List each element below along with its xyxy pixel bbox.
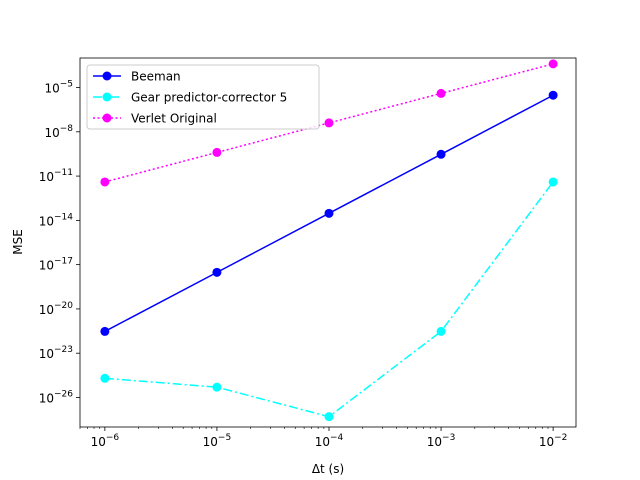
legend-label: Verlet Original [131,112,217,126]
data-point [548,59,558,69]
data-point [212,382,222,392]
legend-marker [102,71,112,81]
data-point [100,326,110,336]
data-point [100,177,110,187]
series-layer [100,59,558,422]
data-point [212,147,222,157]
y-tick-label: 10−11 [39,168,73,184]
y-tick-label: 10−17 [39,257,73,273]
legend: Beeman Gear predictor-corrector 5 Verlet O… [86,64,320,130]
x-tick-label: 10−3 [427,433,456,449]
series-line-2 [104,63,554,183]
y-tick-label: 10−20 [39,301,74,317]
ticks-layer: 10−6 10−5 10−4 10−3 10−2 10−26 10−23 10−20 10−17… [39,80,568,449]
legend-marker [102,113,112,123]
legend-label: Beeman [131,70,181,84]
x-tick-label: 10−4 [315,433,344,449]
plot-frame [79,57,577,428]
data-point [436,88,446,98]
y-tick-label: 10−26 [39,389,74,405]
y-tick-label: 10−8 [44,124,73,140]
data-point [212,267,222,277]
y-tick-label: 10−14 [39,212,74,228]
y-axis-label: MSE [11,229,25,255]
x-tick-label: 10−5 [203,433,232,449]
data-point [324,208,334,218]
data-point [324,118,334,128]
y-tick-label: 10−23 [39,345,73,361]
legend-box [86,64,320,130]
x-axis-label: Δt (s) [312,462,344,476]
data-point [548,177,558,187]
data-point [324,412,334,422]
x-tick-label: 10−6 [91,433,120,449]
data-point [436,326,446,336]
data-point [548,90,558,100]
legend-label: Gear predictor-corrector 5 [131,91,287,105]
legend-marker [102,92,112,102]
y-tick-label: 10−5 [44,80,73,96]
data-point [436,149,446,159]
x-tick-label: 10−2 [539,433,568,449]
data-point [100,373,110,383]
